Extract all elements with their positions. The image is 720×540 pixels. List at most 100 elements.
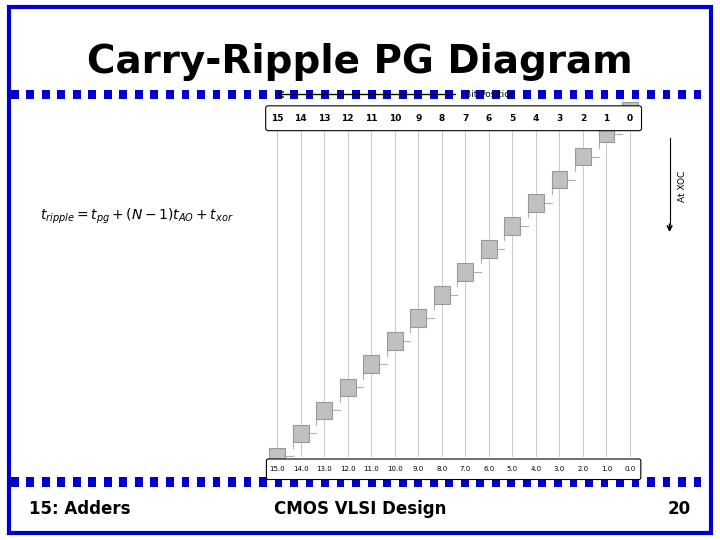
Bar [220,90,228,99]
Bar [313,477,321,487]
Bar [293,424,309,442]
Bar [143,90,150,99]
Text: 10.0: 10.0 [387,466,402,472]
Bar [112,477,120,487]
Text: 0.0: 0.0 [624,466,636,472]
Bar [422,477,430,487]
Bar [120,477,127,487]
Bar [500,90,508,99]
Bar [552,171,567,188]
Bar [321,477,329,487]
Bar [407,90,414,99]
Bar [282,477,290,487]
Bar [631,90,639,99]
Text: 15.0: 15.0 [269,466,285,472]
Bar [391,477,399,487]
Bar [577,477,585,487]
Text: 14: 14 [294,114,307,123]
Bar [329,90,337,99]
Bar [174,90,181,99]
Bar [531,477,539,487]
Bar [477,90,484,99]
Bar [65,477,73,487]
Bar [562,477,570,487]
Text: 1.0: 1.0 [601,466,612,472]
Bar [127,477,135,487]
Bar [461,90,469,99]
Bar [212,477,220,487]
Bar [376,90,383,99]
Bar [197,90,204,99]
Bar [516,477,523,487]
Bar [622,102,638,119]
Bar [453,477,461,487]
Bar [434,286,450,303]
Text: 1: 1 [603,114,610,123]
Bar [484,477,492,487]
Bar [267,90,274,99]
Bar [189,90,197,99]
Bar [410,309,426,327]
Bar [96,477,104,487]
Bar [11,477,19,487]
Text: CMOS VLSI Design: CMOS VLSI Design [274,500,446,518]
Bar [616,90,624,99]
Bar [647,477,655,487]
Bar [469,477,477,487]
Text: 12.0: 12.0 [340,466,356,472]
Bar [27,477,34,487]
Bar [220,477,228,487]
Bar [104,90,112,99]
Text: 3.0: 3.0 [554,466,565,472]
Bar [376,477,383,487]
Bar [135,90,143,99]
Text: 5: 5 [509,114,516,123]
Bar [143,477,150,487]
Bar [516,90,523,99]
Bar [492,90,500,99]
Bar [42,90,50,99]
Bar [523,477,531,487]
Bar [81,477,89,487]
Bar [399,477,407,487]
Bar [251,477,259,487]
Bar [73,90,81,99]
Bar [174,477,181,487]
Bar [570,477,577,487]
Bar [89,90,96,99]
Bar [523,90,531,99]
Bar [701,90,709,99]
Bar [414,477,422,487]
Bar [686,90,693,99]
Bar [344,477,352,487]
Bar [112,90,120,99]
Bar [528,194,544,212]
Bar [585,477,593,487]
Bar [608,90,616,99]
Bar [481,240,497,258]
Bar [298,477,306,487]
Bar [422,90,430,99]
Bar [693,477,701,487]
Bar [383,90,391,99]
Bar [329,477,337,487]
Text: 2.0: 2.0 [577,466,588,472]
Bar [321,90,329,99]
Bar [352,90,360,99]
Bar [554,477,562,487]
Bar [65,90,73,99]
Bar [399,90,407,99]
Bar [337,90,344,99]
Bar [562,90,570,99]
Bar [407,477,414,487]
Text: At XOC: At XOC [678,171,687,202]
Bar [368,90,376,99]
Bar [686,477,693,487]
Text: 15: 15 [271,114,284,123]
Bar [446,90,453,99]
Bar [243,477,251,487]
Text: 15: Adders: 15: Adders [29,500,130,518]
Text: 13: 13 [318,114,330,123]
Bar [508,477,516,487]
Bar [600,477,608,487]
